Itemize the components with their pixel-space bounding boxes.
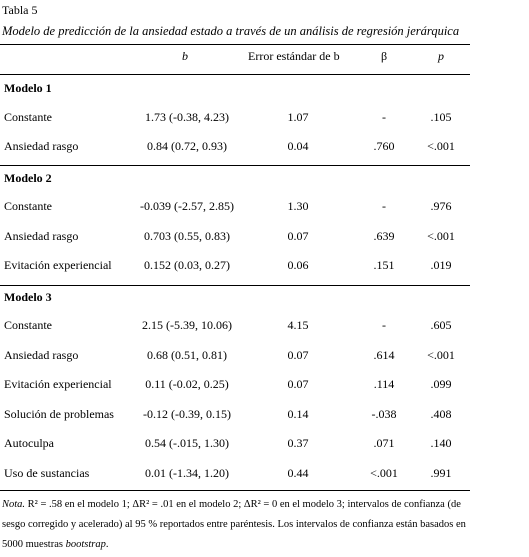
note-prefix: Nota.: [2, 499, 26, 510]
table-note-line-2: sesgo corregido y acelerado) al 95 % rep…: [2, 519, 466, 530]
model-1-heading: Modelo 1: [4, 81, 52, 95]
m2-row1-beta: -: [382, 199, 386, 213]
top-rule: [0, 44, 470, 45]
note-line-3-text: 5000 muestras: [2, 539, 66, 550]
m1-row1-label: Constante: [4, 110, 52, 124]
m2-row3-se: 0.06: [287, 258, 309, 272]
m3-row4-b: -0.12 (-0.39, 0.15): [143, 407, 231, 421]
m3-row3-se: 0.07: [287, 377, 309, 391]
bottom-rule: [0, 490, 470, 491]
model-2-heading: Modelo 2: [4, 171, 52, 185]
m2-row3-p: .019: [430, 258, 452, 272]
m3-row5-beta: .071: [373, 436, 395, 450]
m2-row1-b: -0.039 (-2.57, 2.85): [140, 199, 234, 213]
m1-row1-se: 1.07: [287, 110, 309, 124]
header-b: b: [182, 49, 188, 63]
m3-row5-b: 0.54 (-.015, 1.30): [145, 436, 229, 450]
m2-row1-p: .976: [430, 199, 452, 213]
m3-row4-p: .408: [430, 407, 452, 421]
m2-row3-b: 0.152 (0.03, 0.27): [144, 258, 230, 272]
table-label: Tabla 5: [2, 3, 38, 17]
m1-row2-beta: .760: [373, 139, 395, 153]
model-2-rule: [0, 285, 470, 286]
m1-row1-p: .105: [430, 110, 452, 124]
m2-row1-se: 1.30: [287, 199, 309, 213]
m3-row6-label: Uso de sustancias: [4, 466, 90, 480]
m3-row2-b: 0.68 (0.51, 0.81): [147, 348, 227, 362]
m2-row3-beta: .151: [373, 258, 395, 272]
m3-row4-label: Solución de problemas: [4, 407, 114, 421]
m1-row1-beta: -: [382, 110, 386, 124]
m1-row2-p: <.001: [427, 139, 455, 153]
table-note-line-1: Nota. R² = .58 en el modelo 1; ΔR² = .01…: [2, 498, 461, 512]
table-caption: Modelo de predicción de la ansiedad esta…: [2, 24, 460, 38]
m3-row5-se: 0.37: [287, 436, 309, 450]
m3-row5-p: .140: [430, 436, 452, 450]
header-se: Error estándar de b: [248, 49, 340, 63]
m3-row2-se: 0.07: [287, 348, 309, 362]
m1-row2-b: 0.84 (0.72, 0.93): [147, 139, 227, 153]
m1-row2-se: 0.04: [287, 139, 309, 153]
m2-row1-label: Constante: [4, 199, 52, 213]
m3-row1-b: 2.15 (-5.39, 10.06): [142, 318, 232, 332]
m3-row4-beta: -.038: [371, 407, 397, 421]
header-p: p: [438, 49, 444, 63]
m1-row2-label: Ansiedad rasgo: [4, 139, 79, 153]
m3-row5-label: Autoculpa: [4, 436, 54, 450]
m2-row2-b: 0.703 (0.55, 0.83): [144, 229, 230, 243]
m3-row3-beta: .114: [373, 377, 395, 391]
table-note-line-3: 5000 muestras bootstrap.: [2, 538, 108, 552]
model-3-heading: Modelo 3: [4, 290, 52, 304]
header-beta: β: [380, 49, 388, 63]
m2-row3-label: Evitación experiencial: [4, 258, 112, 272]
m1-row1-b: 1.73 (-0.38, 4.23): [145, 110, 229, 124]
m3-row6-b: 0.01 (-1.34, 1.20): [145, 466, 229, 480]
m3-row2-p: <.001: [427, 348, 455, 362]
note-line-1-text: R² = .58 en el modelo 1; ΔR² = .01 en el…: [25, 499, 461, 510]
m3-row2-label: Ansiedad rasgo: [4, 348, 79, 362]
m2-row2-label: Ansiedad rasgo: [4, 229, 79, 243]
m3-row1-se: 4.15: [287, 318, 309, 332]
m3-row6-beta: <.001: [370, 466, 398, 480]
m3-row3-label: Evitación experiencial: [4, 377, 112, 391]
note-bootstrap: bootstrap: [65, 539, 106, 550]
m3-row3-p: .099: [430, 377, 452, 391]
note-line-3-end: .: [105, 539, 109, 550]
m2-row2-beta: .639: [373, 229, 395, 243]
m3-row2-beta: .614: [373, 348, 395, 362]
header-rule: [0, 74, 470, 75]
m3-row6-se: 0.44: [287, 466, 309, 480]
m2-row2-p: <.001: [427, 229, 455, 243]
m3-row1-label: Constante: [4, 318, 52, 332]
m3-row6-p: .991: [430, 466, 452, 480]
m3-row4-se: 0.14: [287, 407, 309, 421]
m3-row3-b: 0.11 (-0.02, 0.25): [145, 377, 229, 391]
model-1-rule: [0, 165, 470, 166]
m3-row1-beta: -: [382, 318, 386, 332]
m2-row2-se: 0.07: [287, 229, 309, 243]
m3-row1-p: .605: [430, 318, 452, 332]
